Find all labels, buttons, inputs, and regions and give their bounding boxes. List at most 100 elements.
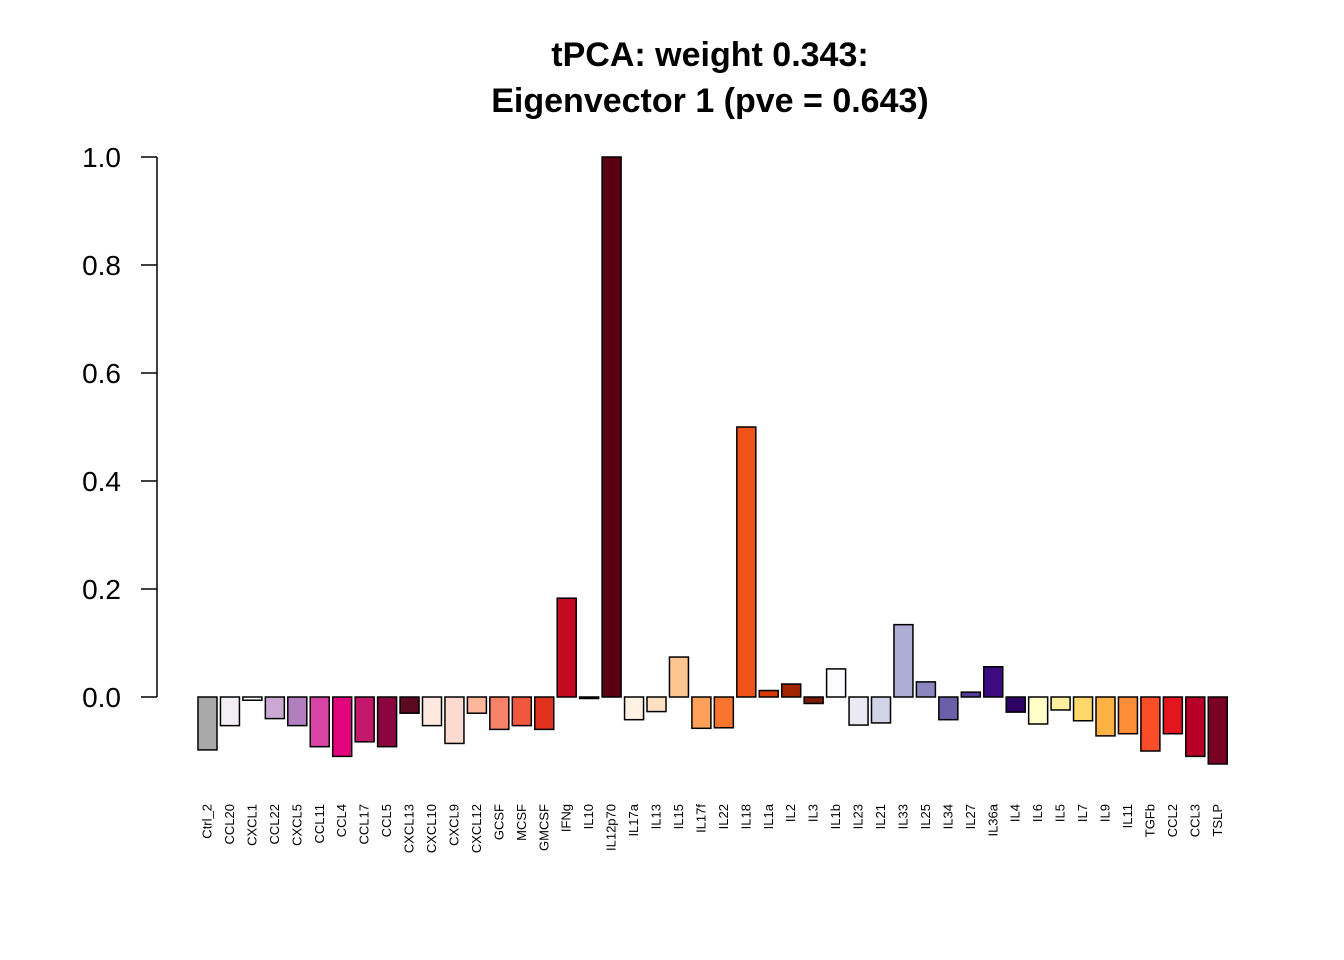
- x-tick-label: IL2: [783, 804, 798, 822]
- x-tick-label: IL4: [1008, 804, 1023, 822]
- bar-il17a: [623, 696, 645, 721]
- x-tick-label: CCL4: [334, 804, 349, 837]
- bar-il12p70: [601, 156, 622, 698]
- y-tick-label: 0.2: [82, 574, 121, 605]
- bar-cxcl5: [287, 696, 308, 727]
- x-tick-label: IL5: [1053, 804, 1068, 822]
- bar-cxcl12: [466, 696, 488, 714]
- x-tick-label: CXCL10: [424, 804, 439, 853]
- bar-ccl20: [219, 696, 241, 727]
- bar-mcsf: [511, 696, 533, 727]
- bar-il1a: [758, 689, 779, 698]
- x-tick-label: IL34: [940, 804, 955, 829]
- x-tick-label: IL7: [1075, 804, 1090, 822]
- x-tick-label: IL33: [895, 804, 910, 829]
- bar-il1b: [825, 668, 847, 698]
- bar-il5: [1050, 696, 1071, 711]
- bar-ccl11: [309, 696, 330, 748]
- bar-gmcsf: [534, 696, 555, 731]
- bar-ccl2: [1162, 696, 1184, 735]
- x-tick-label: IL1a: [761, 803, 776, 829]
- bar-cxcl10: [421, 696, 443, 727]
- x-tick-label: IL36a: [985, 803, 1000, 836]
- x-tick-label: IL9: [1098, 804, 1113, 822]
- bar-il17f: [691, 696, 712, 730]
- bar-ccl4: [331, 696, 353, 758]
- x-tick-label: CCL11: [312, 804, 327, 844]
- y-tick-label: 1.0: [82, 142, 121, 173]
- bar-cxcl1: [242, 696, 263, 701]
- bar-il15: [668, 656, 690, 698]
- x-tick-label: IFNg: [559, 804, 574, 832]
- x-tick-label: IL12p70: [604, 804, 619, 851]
- x-tick-label: IL21: [873, 804, 888, 829]
- x-tick-label: CCL5: [379, 804, 394, 837]
- chart-title-line-2: Eigenvector 1 (pve = 0.643): [491, 82, 929, 120]
- x-tick-label: IL22: [716, 804, 731, 829]
- bar-ccl17: [354, 696, 375, 743]
- x-tick-label: CXCL9: [446, 804, 461, 846]
- x-tick-label: CCL3: [1187, 804, 1202, 837]
- bar-il36a: [983, 666, 1004, 698]
- bar-il22: [713, 696, 735, 729]
- bar-il11: [1117, 696, 1139, 735]
- x-tick-label: IL6: [1030, 804, 1045, 822]
- x-tick-label: IL27: [963, 804, 978, 829]
- x-tick-label: IL1b: [828, 804, 843, 829]
- bar-il13: [646, 696, 667, 713]
- x-tick-label: CXCL5: [289, 804, 304, 846]
- x-tick-label: IL18: [738, 804, 753, 829]
- bar-il6: [1027, 696, 1049, 725]
- y-tick-label: 0.8: [82, 250, 121, 281]
- x-tick-label: GMCSF: [536, 804, 551, 851]
- x-tick-label: IL25: [918, 804, 933, 829]
- bar-tgfb: [1140, 696, 1161, 752]
- bar-il7: [1072, 696, 1094, 722]
- bar-il21: [870, 696, 892, 724]
- x-tick-label: TGFb: [1142, 804, 1157, 837]
- bar-cxcl13: [399, 696, 420, 714]
- x-tick-label: CXCL12: [469, 804, 484, 853]
- y-tick-label: 0.0: [82, 682, 121, 713]
- bar-ccl22: [264, 696, 286, 720]
- bar-il4: [1005, 696, 1026, 713]
- x-tick-label: IL3: [806, 804, 821, 822]
- x-tick-label: MCSF: [514, 804, 529, 841]
- bar-il3: [803, 696, 824, 705]
- x-tick-label: CCL17: [357, 804, 372, 844]
- bar-tslp: [1207, 696, 1228, 765]
- x-tick-label: TSLP: [1210, 804, 1225, 837]
- x-tick-label: Ctrl_2: [200, 804, 215, 839]
- bar-cxcl9: [444, 696, 465, 745]
- bar-ccl3: [1185, 696, 1206, 758]
- bar-il9: [1095, 696, 1116, 737]
- x-tick-label: IL10: [581, 804, 596, 829]
- chart-title-line-1: tPCA: weight 0.343:: [551, 36, 869, 74]
- x-tick-label: CCL22: [267, 804, 282, 844]
- x-tick-label: GCSF: [491, 804, 506, 840]
- bar-il23: [848, 696, 869, 726]
- bar-il18: [736, 426, 757, 698]
- bar-il2: [780, 683, 802, 698]
- bar-ifng: [556, 597, 577, 698]
- y-tick-label: 0.4: [82, 466, 121, 497]
- bar-il33: [893, 623, 914, 698]
- bar-il27: [960, 691, 982, 698]
- bar-il34: [938, 696, 959, 721]
- bar-ccl5: [376, 696, 398, 748]
- bar-il25: [915, 681, 937, 698]
- bar-ctrl_2: [197, 696, 218, 751]
- bar-il10: [578, 696, 600, 700]
- x-tick-label: IL23: [851, 804, 866, 829]
- x-tick-label: IL15: [671, 804, 686, 829]
- x-tick-label: CCL20: [222, 804, 237, 844]
- x-tick-label: CXCL1: [244, 804, 259, 846]
- x-tick-label: CXCL13: [402, 804, 417, 853]
- x-tick-label: IL13: [649, 804, 664, 829]
- bar-gcsf: [489, 696, 510, 731]
- y-tick-label: 0.6: [82, 358, 121, 389]
- x-tick-label: IL17f: [693, 804, 708, 833]
- x-tick-label: IL17a: [626, 803, 641, 836]
